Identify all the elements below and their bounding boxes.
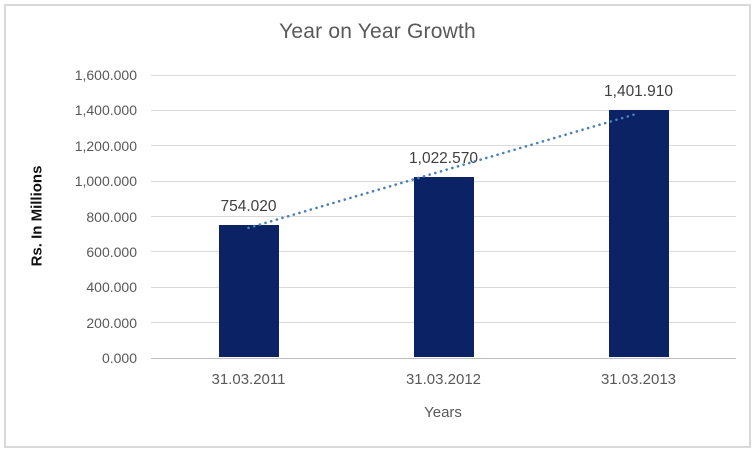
- trendline-layer: [247, 112, 640, 230]
- y-tick-label: 1,600.000: [74, 67, 137, 83]
- trendline[interactable]: [247, 112, 640, 230]
- bar[interactable]: [218, 224, 279, 357]
- y-tick-label: 0.000: [101, 350, 137, 366]
- y-tick-label: 1,000.000: [74, 173, 137, 190]
- gridline: [151, 74, 736, 76]
- bar-data-label: 1,022.570: [409, 150, 478, 168]
- x-axis-title: Years: [424, 404, 462, 421]
- gridline: [151, 109, 736, 111]
- bar-data-label: 1,401.910: [604, 83, 673, 101]
- y-tick-label: 400.000: [86, 279, 137, 296]
- chart-title: Year on Year Growth: [279, 20, 476, 43]
- x-tick-label: 31.03.2011: [211, 371, 286, 388]
- x-axis-line: [151, 357, 736, 359]
- y-tick-label: 800.000: [86, 208, 137, 225]
- gridline: [151, 145, 736, 147]
- bar[interactable]: [413, 177, 474, 357]
- x-tick-label: 31.03.2013: [600, 371, 677, 388]
- y-tick-label: 600.000: [86, 243, 137, 260]
- y-tick-label: 1,400.000: [74, 102, 137, 119]
- x-tick-label: 31.03.2012: [405, 371, 482, 388]
- y-tick-label: 1,200.000: [74, 137, 137, 154]
- bar[interactable]: [608, 110, 669, 357]
- y-tick-label: 200.000: [86, 314, 137, 331]
- bar-data-label: 754.020: [220, 197, 277, 215]
